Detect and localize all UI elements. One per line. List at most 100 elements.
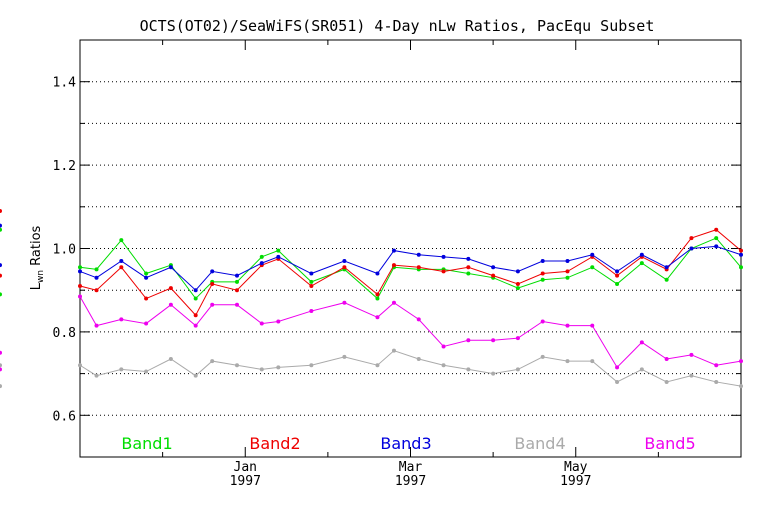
data-point [466,271,471,276]
data-point [590,323,595,328]
data-point [739,265,743,270]
data-point [144,321,149,326]
data-point [540,271,545,276]
data-point [193,288,198,293]
legend-entry-Band5: Band5 [644,434,695,453]
data-point [276,319,281,324]
data-point [0,292,2,297]
data-point [78,363,82,368]
data-point [416,265,421,270]
data-point [78,265,82,270]
data-point [309,279,314,284]
data-point [234,302,239,307]
data-point [375,315,380,320]
data-point [416,317,421,322]
data-point [491,371,496,376]
data-point [78,284,82,289]
data-point [491,273,496,278]
y-axis-label-rest: Ratios [29,225,44,270]
data-point [515,269,520,274]
series-Band2 [0,208,743,318]
data-point [0,223,2,228]
data-point [515,367,520,372]
data-point [714,244,719,249]
data-point [119,265,124,270]
data-point [276,254,281,259]
data-point [441,269,446,274]
data-point [689,352,694,357]
data-point [664,357,669,362]
data-point [739,248,743,253]
data-point [309,284,314,289]
y-tick-label: 1.0 [53,243,76,258]
data-point [210,269,215,274]
x-tick-label-month: May [564,460,588,475]
x-tick-label-month: Mar [399,460,423,475]
data-point [689,373,694,378]
data-point [714,236,719,241]
data-point [259,321,264,326]
data-point [119,317,124,322]
data-point [615,269,620,274]
data-point [565,259,570,264]
data-point [0,273,2,278]
data-point [0,367,2,372]
series-Band4 [0,348,743,389]
y-axis: 0.6 0.8 1.0 1.2 1.4 [53,76,741,424]
data-point [739,384,743,389]
data-point [615,379,620,384]
data-point [615,273,620,278]
data-point [193,296,198,301]
series-Band5 [0,294,743,372]
data-point [515,286,520,291]
data-point [565,359,570,364]
data-point [375,292,380,297]
data-point [144,271,149,276]
legend-entry-Band3: Band3 [380,434,431,453]
data-point [739,252,743,257]
data-point [0,263,2,268]
data-point [259,254,264,259]
data-point [144,275,149,280]
x-tick-label-year: 1997 [560,474,591,489]
data-point [168,357,173,362]
data-point [441,363,446,368]
series-group [0,208,743,389]
data-point [466,265,471,270]
data-point [94,288,99,293]
data-point [0,363,2,368]
data-point [466,367,471,372]
data-point [234,273,239,278]
y-axis-label-sub: wn [36,270,46,283]
data-point [342,354,347,359]
y-tick-label: 1.2 [53,159,76,174]
data-point [119,238,124,243]
data-point [639,367,644,372]
data-point [193,313,198,318]
data-point [309,271,314,276]
data-point [416,357,421,362]
data-point [234,279,239,284]
data-point [193,323,198,328]
data-point [491,338,496,343]
data-point [515,281,520,286]
data-point [590,252,595,257]
data-point [416,252,421,257]
data-point [391,248,396,253]
data-point [391,348,396,353]
data-point [540,259,545,264]
data-point [259,367,264,372]
data-point [144,369,149,374]
data-point [664,265,669,270]
legend-entry-Band2: Band2 [249,434,300,453]
data-point [689,236,694,241]
data-point [234,363,239,368]
data-point [540,319,545,324]
legend-entry-Band1: Band1 [121,434,172,453]
data-point [276,248,281,253]
data-point [491,265,496,270]
data-point [193,373,198,378]
data-point [391,300,396,305]
legend: Band1 Band2 Band3 Band4 Band5 [121,434,695,453]
